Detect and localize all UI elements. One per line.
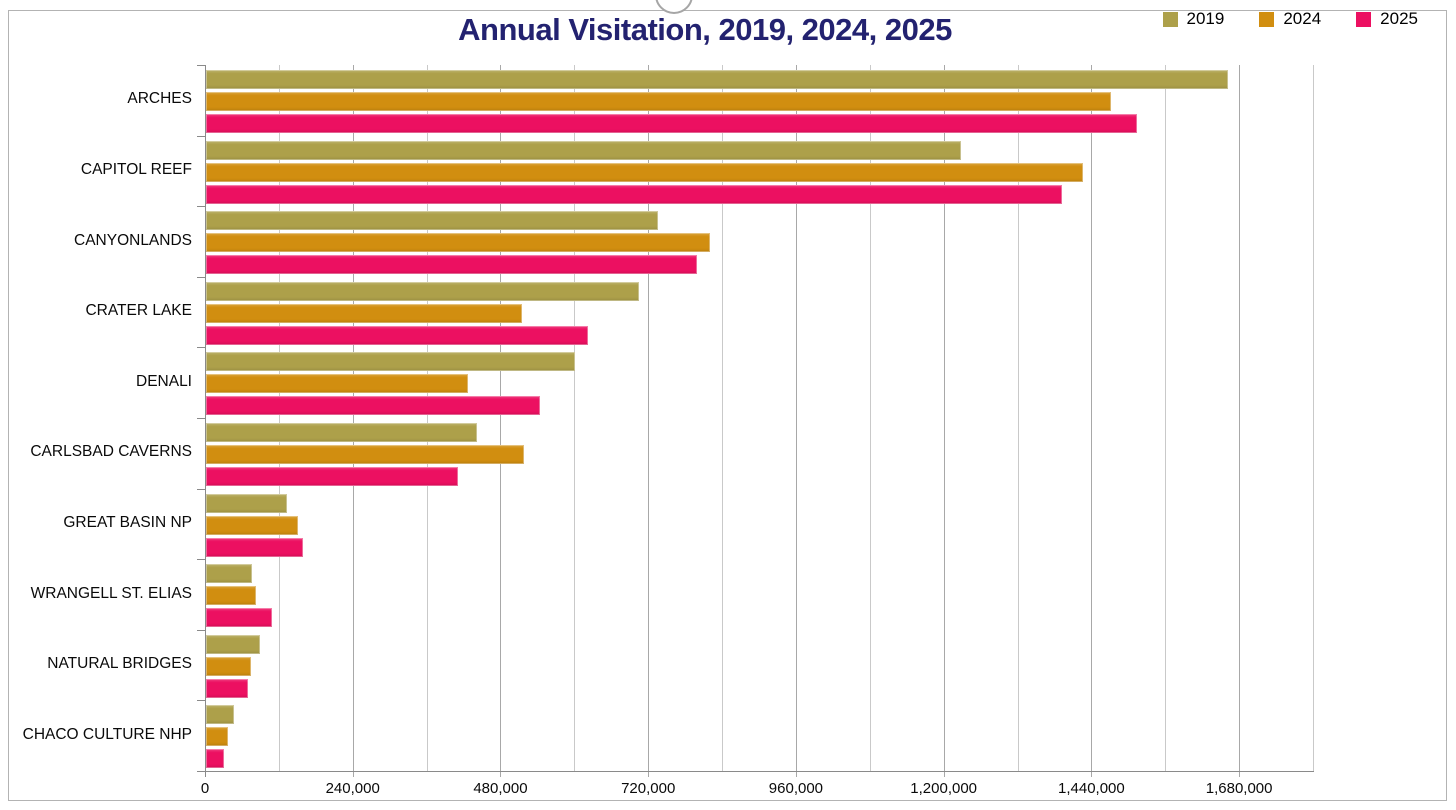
category-label: CAPITOL REEF <box>80 160 192 178</box>
bar-2019-carlsbad-caverns[interactable] <box>206 423 478 442</box>
gridline-1080000 <box>869 65 871 771</box>
x-axis-label: 240,000 <box>325 780 380 797</box>
legend-swatch-2019 <box>1162 11 1178 27</box>
gridline-1200000 <box>943 65 945 777</box>
bar-2024-canyonlands[interactable] <box>206 233 710 253</box>
legend: 2019 2024 2025 <box>1162 9 1418 29</box>
bar-2024-crater-lake[interactable] <box>206 303 522 323</box>
bar-2024-natural-bridges[interactable] <box>206 656 251 676</box>
legend-label: 2019 <box>1186 9 1225 28</box>
x-axis-label: 1,200,000 <box>910 780 978 797</box>
category-label: CANYONLANDS <box>74 231 192 249</box>
y-tick <box>197 488 205 490</box>
bar-2019-great-basin-np[interactable] <box>206 493 287 513</box>
bar-2019-denali[interactable] <box>206 352 576 372</box>
bar-2025-natural-bridges[interactable] <box>206 678 248 698</box>
bar-2019-crater-lake[interactable] <box>206 281 640 301</box>
bar-2025-wrangell-st-elias[interactable] <box>206 608 272 628</box>
gridline-480000 <box>500 65 502 777</box>
bar-2019-chaco-culture-nhp[interactable] <box>206 705 234 725</box>
legend-label: 2025 <box>1380 9 1418 28</box>
legend-item-2024[interactable]: 2024 <box>1259 9 1321 29</box>
bar-2024-arches[interactable] <box>206 92 1111 111</box>
bar-2025-crater-lake[interactable] <box>206 325 588 345</box>
bar-2019-capitol-reef[interactable] <box>206 140 962 160</box>
bar-2025-chaco-culture-nhp[interactable] <box>206 749 224 769</box>
bar-2019-arches[interactable] <box>206 70 1228 89</box>
gridline-720000 <box>648 65 650 777</box>
legend-item-2019[interactable]: 2019 <box>1162 9 1225 29</box>
gridline-960000 <box>795 65 797 777</box>
gridline-1680000 <box>1239 65 1241 777</box>
gridline-1800000 <box>1313 65 1314 771</box>
gridline-600000 <box>574 65 576 771</box>
legend-swatch-2024 <box>1259 11 1275 27</box>
x-axis-label: 0 <box>200 780 210 797</box>
bar-2025-great-basin-np[interactable] <box>206 537 304 557</box>
bar-2025-capitol-reef[interactable] <box>206 184 1062 204</box>
x-axis-label: 720,000 <box>621 780 676 797</box>
y-axis-line <box>205 65 206 777</box>
bar-2024-capitol-reef[interactable] <box>206 162 1084 182</box>
bar-2019-wrangell-st-elias[interactable] <box>206 564 252 584</box>
y-tick <box>197 629 205 631</box>
x-axis-label: 480,000 <box>473 780 528 797</box>
category-label: GREAT BASIN NP <box>63 513 192 531</box>
bar-2024-carlsbad-caverns[interactable] <box>206 445 525 464</box>
bar-2019-natural-bridges[interactable] <box>206 634 260 654</box>
legend-swatch-2025 <box>1356 11 1372 27</box>
category-label: CRATER LAKE <box>85 302 192 320</box>
gridline-1440000 <box>1091 65 1093 777</box>
gridline-360000 <box>426 65 428 771</box>
x-axis-label: 960,000 <box>768 780 824 797</box>
chart-title: Annual Visitation, 2019, 2024, 2025 <box>458 12 952 47</box>
y-tick <box>197 418 205 419</box>
y-tick <box>197 559 205 561</box>
y-tick <box>197 700 205 702</box>
gridline-840000 <box>722 65 724 771</box>
legend-item-2025[interactable]: 2025 <box>1356 9 1418 29</box>
x-axis-label: 1,680,000 <box>1205 780 1273 797</box>
gridline-120000 <box>278 65 280 771</box>
bar-2025-carlsbad-caverns[interactable] <box>206 467 459 486</box>
legend-label: 2024 <box>1283 9 1322 28</box>
bar-2025-arches[interactable] <box>206 114 1137 133</box>
category-label: CHACO CULTURE NHP <box>22 725 192 743</box>
y-tick <box>197 771 205 772</box>
y-tick <box>197 276 205 278</box>
bar-2024-denali[interactable] <box>206 374 468 394</box>
category-label: CARLSBAD CAVERNS <box>30 443 192 461</box>
gridline-1560000 <box>1165 65 1167 771</box>
gridline-1320000 <box>1017 65 1019 771</box>
category-label: NATURAL BRIDGES <box>47 655 192 673</box>
x-axis-label: 1,440,000 <box>1058 780 1125 797</box>
gridline-240000 <box>352 65 354 777</box>
bar-2024-wrangell-st-elias[interactable] <box>206 586 256 606</box>
x-axis-line <box>197 771 1314 772</box>
y-tick <box>197 347 205 349</box>
bar-2025-canyonlands[interactable] <box>206 255 697 275</box>
y-tick <box>197 135 205 137</box>
y-tick <box>197 206 205 208</box>
bar-2024-great-basin-np[interactable] <box>206 515 299 535</box>
bar-2024-chaco-culture-nhp[interactable] <box>206 727 228 747</box>
bar-2025-denali[interactable] <box>206 396 540 416</box>
category-label: ARCHES <box>127 90 192 108</box>
category-label: WRANGELL ST. ELIAS <box>30 584 192 602</box>
bar-2019-canyonlands[interactable] <box>206 211 658 231</box>
y-tick <box>197 65 205 66</box>
category-label: DENALI <box>136 372 192 390</box>
